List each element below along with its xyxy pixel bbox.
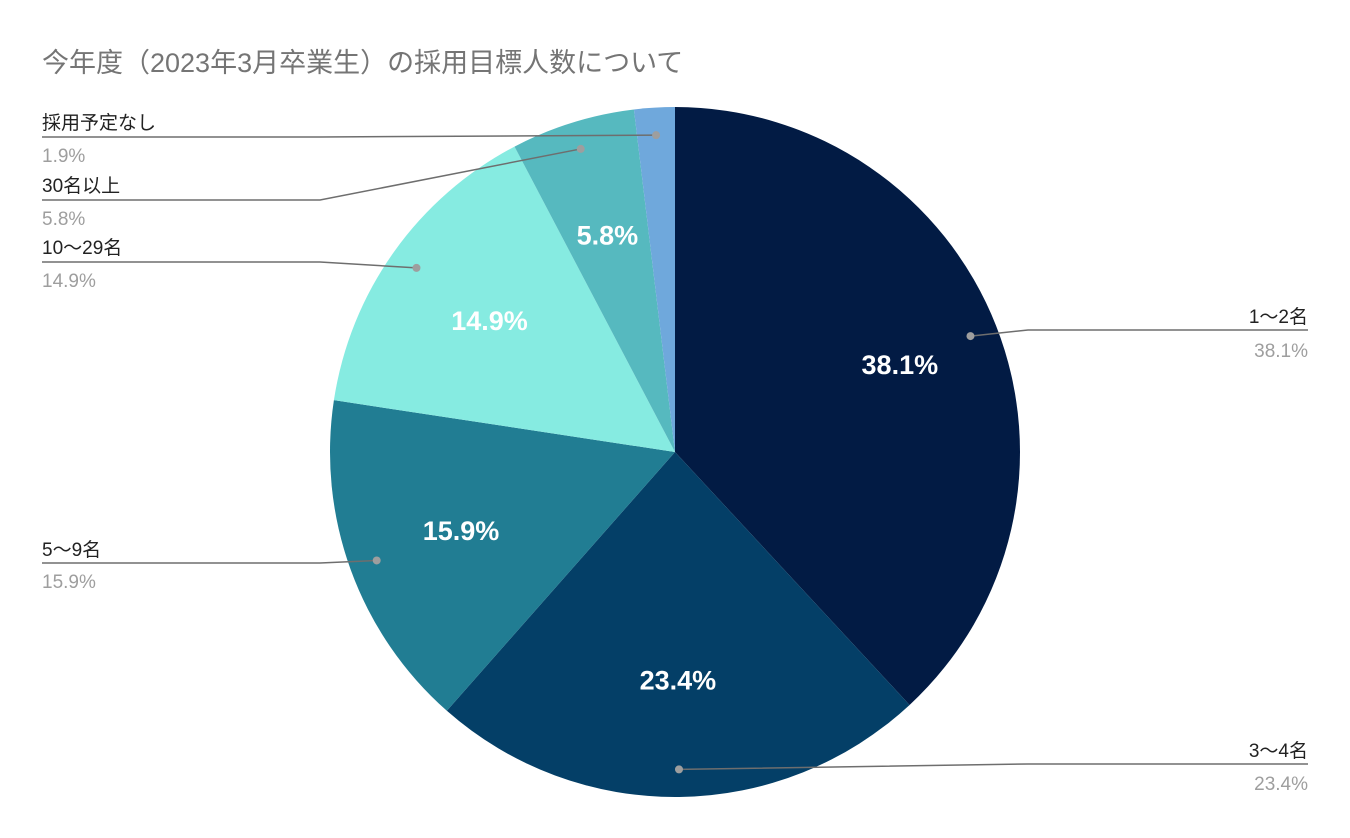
leader-line bbox=[42, 148, 581, 201]
callout-category-label: 1〜2名 bbox=[1249, 306, 1308, 328]
callout-percent-label: 38.1% bbox=[1254, 341, 1308, 362]
pie-slice bbox=[675, 107, 1020, 705]
slice-percent-label: 38.1% bbox=[862, 350, 939, 380]
pie-slice bbox=[446, 452, 910, 797]
pie-slice bbox=[514, 109, 675, 452]
leader-dot bbox=[372, 556, 381, 565]
pie-slice bbox=[633, 107, 675, 452]
callout-category-label: 採用予定なし bbox=[42, 112, 156, 134]
callout-category-label: 5〜9名 bbox=[42, 539, 101, 561]
callout-category-label: 3〜4名 bbox=[1249, 740, 1308, 762]
leader-dot bbox=[412, 263, 421, 272]
leader-dot bbox=[576, 144, 585, 153]
callout-percent-label: 5.8% bbox=[42, 209, 85, 230]
leader-dot bbox=[966, 332, 975, 341]
leader-line bbox=[42, 134, 657, 138]
slice-percent-label: 14.9% bbox=[451, 306, 528, 336]
leader-line bbox=[678, 763, 1308, 771]
slice-percent-label: 5.8% bbox=[577, 221, 639, 251]
callout-category-label: 10〜29名 bbox=[42, 237, 122, 259]
leader-line bbox=[42, 559, 377, 564]
slice-percent-label: 23.4% bbox=[640, 666, 717, 696]
pie-slice bbox=[330, 400, 675, 711]
callout-category-label: 30名以上 bbox=[42, 175, 120, 197]
callout-percent-label: 1.9% bbox=[42, 146, 85, 167]
leader-dot bbox=[674, 765, 683, 774]
callout-percent-label: 23.4% bbox=[1254, 774, 1308, 795]
leader-line bbox=[970, 329, 1308, 337]
leader-dot bbox=[652, 131, 661, 140]
chart-title: 今年度（2023年3月卒業生）の採用目標人数について bbox=[42, 48, 683, 78]
callout-percent-label: 14.9% bbox=[42, 271, 96, 292]
pie-slice bbox=[333, 146, 675, 452]
callout-percent-label: 15.9% bbox=[42, 572, 96, 593]
leader-line bbox=[42, 261, 417, 269]
slice-percent-label: 15.9% bbox=[423, 516, 500, 546]
